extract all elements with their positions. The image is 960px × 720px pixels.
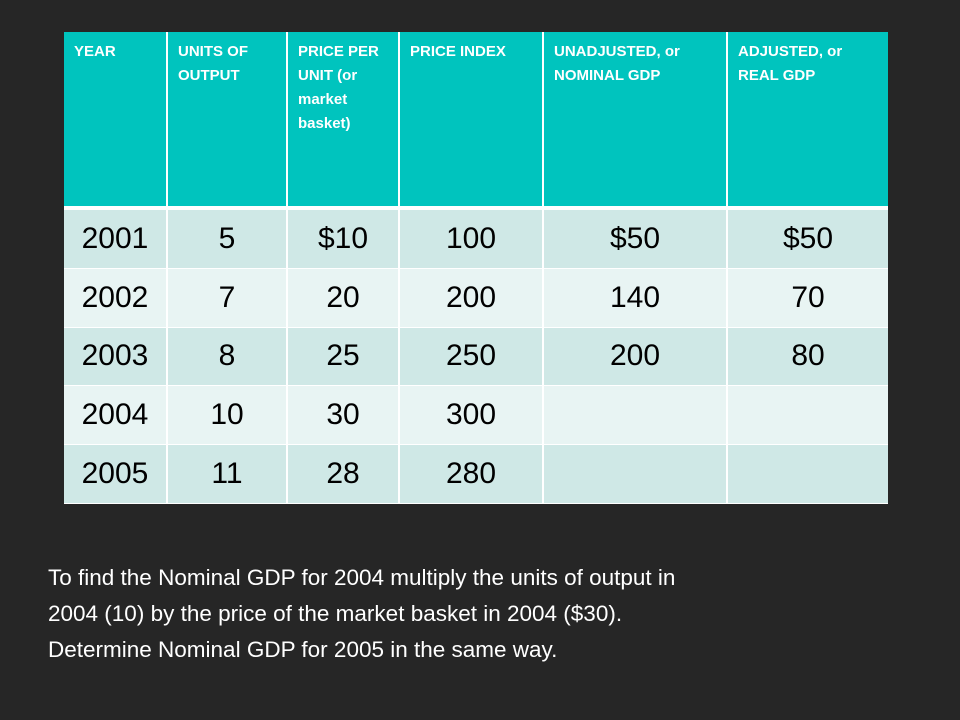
table-row: 2004 10 30 300: [64, 385, 888, 446]
cell-real-gdp: 70: [727, 268, 888, 328]
cell-year: 2005: [64, 444, 168, 504]
cell-real-gdp: $50: [727, 208, 888, 269]
instruction-text: To find the Nominal GDP for 2004 multipl…: [48, 560, 928, 668]
cell-price-index: 250: [399, 327, 544, 387]
cell-price-index: 100: [399, 208, 544, 269]
cell-nominal-gdp: [543, 444, 728, 504]
table-header-row: YEAR UNITS OF OUTPUT PRICE PER UNIT (or …: [64, 32, 888, 210]
table-row: 2002 7 20 200 140 70: [64, 268, 888, 328]
cell-real-gdp: [727, 444, 888, 504]
gdp-table: YEAR UNITS OF OUTPUT PRICE PER UNIT (or …: [64, 32, 888, 504]
cell-price-index: 280: [399, 444, 544, 504]
cell-price: 25: [287, 327, 400, 387]
cell-units: 8: [167, 327, 288, 387]
header-nominal-gdp: UNADJUSTED, or NOMINAL GDP: [543, 32, 728, 210]
header-units-of-output: UNITS OF OUTPUT: [167, 32, 288, 210]
instruction-line: Determine Nominal GDP for 2005 in the sa…: [48, 637, 558, 662]
cell-nominal-gdp: $50: [543, 208, 728, 269]
header-price-per-unit: PRICE PER UNIT (or market basket): [287, 32, 400, 210]
cell-units: 5: [167, 208, 288, 269]
cell-year: 2002: [64, 268, 168, 328]
header-price-index: PRICE INDEX: [399, 32, 544, 210]
instruction-line: 2004 (10) by the price of the market bas…: [48, 601, 623, 626]
cell-units: 7: [167, 268, 288, 328]
cell-price-index: 300: [399, 385, 544, 446]
cell-price-index: 200: [399, 268, 544, 328]
cell-price: $10: [287, 208, 400, 269]
table-row: 2005 11 28 280: [64, 444, 888, 504]
cell-nominal-gdp: 140: [543, 268, 728, 328]
instruction-line: To find the Nominal GDP for 2004 multipl…: [48, 565, 676, 590]
cell-year: 2003: [64, 327, 168, 387]
table-row: 2003 8 25 250 200 80: [64, 327, 888, 387]
cell-price: 30: [287, 385, 400, 446]
cell-year: 2001: [64, 208, 168, 269]
cell-real-gdp: 80: [727, 327, 888, 387]
header-year: YEAR: [64, 32, 168, 210]
cell-price: 20: [287, 268, 400, 328]
cell-year: 2004: [64, 385, 168, 446]
cell-price: 28: [287, 444, 400, 504]
cell-nominal-gdp: 200: [543, 327, 728, 387]
cell-units: 10: [167, 385, 288, 446]
table-row: 2001 5 $10 100 $50 $50: [64, 208, 888, 269]
cell-units: 11: [167, 444, 288, 504]
cell-real-gdp: [727, 385, 888, 446]
cell-nominal-gdp: [543, 385, 728, 446]
header-real-gdp: ADJUSTED, or REAL GDP: [727, 32, 888, 210]
